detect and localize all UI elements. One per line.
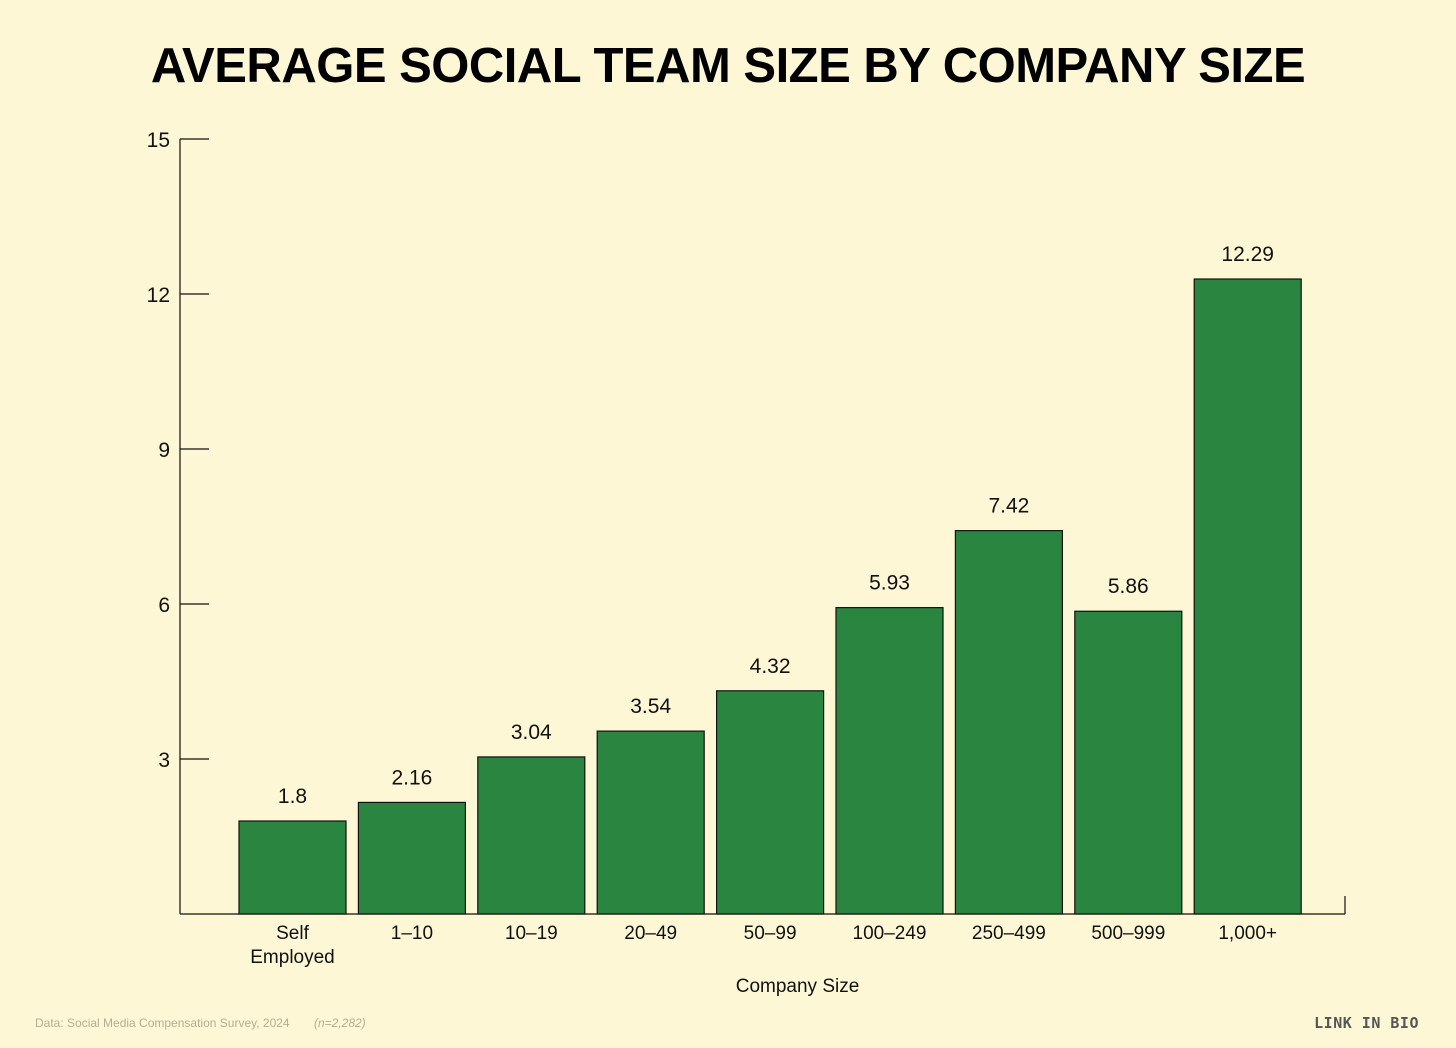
bar: [238, 820, 347, 915]
x-tick-label: Self: [276, 923, 309, 944]
bar-value-label: 5.93: [869, 572, 910, 595]
bar-value-label: 5.86: [1108, 575, 1149, 598]
chart-title: AVERAGE SOCIAL TEAM SIZE BY COMPANY SIZE: [150, 39, 1306, 93]
x-tick-label: 10–19: [505, 923, 558, 944]
x-tick-label: 1–10: [391, 923, 433, 944]
bar: [1193, 278, 1302, 915]
bar: [357, 801, 466, 915]
bar: [835, 607, 944, 915]
bar-value-label: 1.8: [278, 785, 307, 808]
x-tick-label: Employed: [250, 947, 335, 968]
bar-value-label: 3.04: [511, 721, 552, 744]
bar: [1074, 610, 1183, 915]
bar-value-label: 7.42: [988, 495, 1029, 518]
bar-value-label: 4.32: [750, 655, 791, 678]
bar: [477, 756, 586, 915]
bar: [715, 690, 825, 915]
y-tick-label: 3: [158, 749, 170, 772]
x-tick-label: 20–49: [624, 923, 677, 944]
y-tick-label: 6: [158, 594, 170, 617]
x-axis-title: Company Size: [736, 976, 860, 997]
bar: [954, 530, 1064, 915]
bar-value-label: 3.54: [630, 695, 671, 718]
data-source-note: Data: Social Media Compensation Survey, …: [35, 1016, 290, 1030]
x-tick-label: 250–499: [972, 923, 1046, 944]
bar-value-label: 12.29: [1221, 243, 1274, 266]
sample-size-note: (n=2,282): [314, 1016, 366, 1030]
brand-logo: LINK IN BIO: [1314, 1014, 1419, 1032]
x-tick-label: 50–99: [744, 923, 797, 944]
x-tick-label: 100–249: [853, 923, 927, 944]
y-tick-label: 15: [147, 129, 170, 152]
x-tick-label: 1,000+: [1218, 923, 1277, 944]
x-tick-label: 500–999: [1091, 923, 1165, 944]
bar-value-label: 2.16: [391, 766, 432, 789]
y-tick-label: 9: [158, 439, 170, 462]
y-tick-label: 12: [147, 284, 170, 307]
bar: [596, 730, 705, 915]
